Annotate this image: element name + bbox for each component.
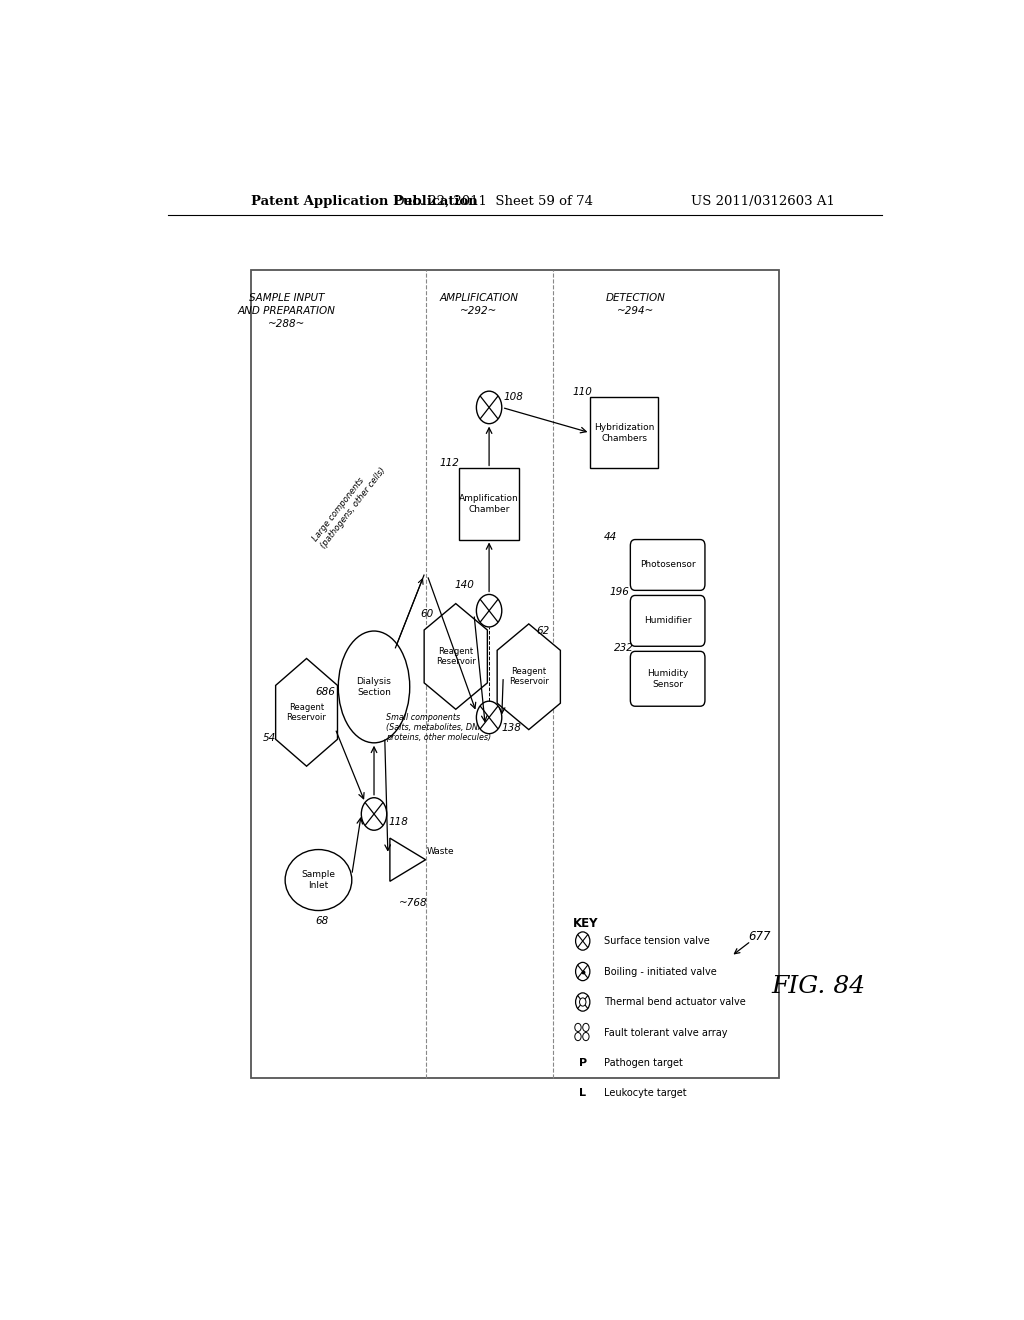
Text: Dec. 22, 2011  Sheet 59 of 74: Dec. 22, 2011 Sheet 59 of 74 — [393, 194, 593, 207]
Text: DETECTION
~294~: DETECTION ~294~ — [606, 293, 666, 315]
Text: Humidifier: Humidifier — [644, 616, 691, 626]
Text: Boiling - initiated valve: Boiling - initiated valve — [604, 966, 717, 977]
Text: Thermal bend actuator valve: Thermal bend actuator valve — [604, 997, 745, 1007]
Text: 677: 677 — [749, 931, 771, 942]
Circle shape — [476, 391, 502, 424]
Text: 138: 138 — [502, 722, 521, 733]
Text: P: P — [579, 1059, 587, 1068]
Text: L: L — [580, 1089, 586, 1098]
Circle shape — [476, 594, 502, 627]
Text: 140: 140 — [455, 581, 474, 590]
Text: Amplification
Chamber: Amplification Chamber — [459, 494, 519, 513]
Text: Fault tolerant valve array: Fault tolerant valve array — [604, 1027, 728, 1038]
Text: US 2011/0312603 A1: US 2011/0312603 A1 — [691, 194, 835, 207]
Text: Leukocyte target: Leukocyte target — [604, 1089, 687, 1098]
Text: Reagent
Reservoir: Reagent Reservoir — [287, 702, 327, 722]
Text: 54: 54 — [263, 733, 276, 743]
Text: ~768: ~768 — [399, 899, 428, 908]
Text: 232: 232 — [613, 643, 634, 653]
Circle shape — [574, 1032, 582, 1040]
Text: Pathogen target: Pathogen target — [604, 1059, 683, 1068]
FancyBboxPatch shape — [631, 651, 705, 706]
Text: 118: 118 — [388, 817, 409, 828]
Ellipse shape — [338, 631, 410, 743]
Polygon shape — [275, 659, 338, 766]
Text: Surface tension valve: Surface tension valve — [604, 936, 710, 946]
Text: 108: 108 — [504, 392, 523, 403]
Text: Sample
Inlet: Sample Inlet — [301, 870, 336, 890]
Circle shape — [583, 1023, 589, 1031]
Text: 686: 686 — [314, 686, 335, 697]
Text: 68: 68 — [315, 916, 329, 925]
Circle shape — [583, 1032, 589, 1040]
Circle shape — [476, 701, 502, 734]
Text: KEY: KEY — [572, 917, 598, 931]
Text: 110: 110 — [572, 387, 592, 397]
Polygon shape — [424, 603, 487, 709]
Bar — [460, 469, 519, 540]
Text: Large components
(pathogens, other cells): Large components (pathogens, other cells… — [310, 459, 387, 549]
Text: Humidity
Sensor: Humidity Sensor — [647, 669, 688, 689]
Text: Dialysis
Section: Dialysis Section — [356, 677, 391, 697]
Bar — [251, 271, 778, 1078]
Text: Photosensor: Photosensor — [640, 561, 695, 569]
Text: Hybridization
Chambers: Hybridization Chambers — [594, 422, 654, 442]
Text: AMPLIFICATION
~292~: AMPLIFICATION ~292~ — [439, 293, 518, 315]
Text: Waste: Waste — [427, 847, 455, 857]
Circle shape — [580, 998, 586, 1006]
Polygon shape — [390, 838, 426, 882]
Text: Patent Application Publication: Patent Application Publication — [251, 194, 478, 207]
Text: SAMPLE INPUT
AND PREPARATION
~288~: SAMPLE INPUT AND PREPARATION ~288~ — [238, 293, 336, 329]
Polygon shape — [498, 624, 560, 730]
Circle shape — [574, 1023, 582, 1031]
Circle shape — [575, 962, 590, 981]
FancyBboxPatch shape — [631, 540, 705, 590]
Text: 62: 62 — [537, 626, 550, 636]
Circle shape — [575, 932, 590, 950]
Text: 44: 44 — [604, 532, 617, 541]
Text: 60: 60 — [420, 609, 433, 619]
Circle shape — [575, 993, 590, 1011]
Circle shape — [361, 797, 387, 830]
FancyBboxPatch shape — [631, 595, 705, 647]
Text: FIG. 84: FIG. 84 — [771, 975, 865, 998]
Text: 112: 112 — [440, 458, 460, 469]
Bar — [590, 397, 657, 469]
Text: 196: 196 — [609, 587, 630, 598]
Ellipse shape — [285, 850, 352, 911]
Text: Small components
(Salts, metabolites, DNA,
proteins, other molecules): Small components (Salts, metabolites, DN… — [386, 713, 492, 742]
Text: Reagent
Reservoir: Reagent Reservoir — [436, 647, 476, 667]
Text: Reagent
Reservoir: Reagent Reservoir — [509, 667, 549, 686]
